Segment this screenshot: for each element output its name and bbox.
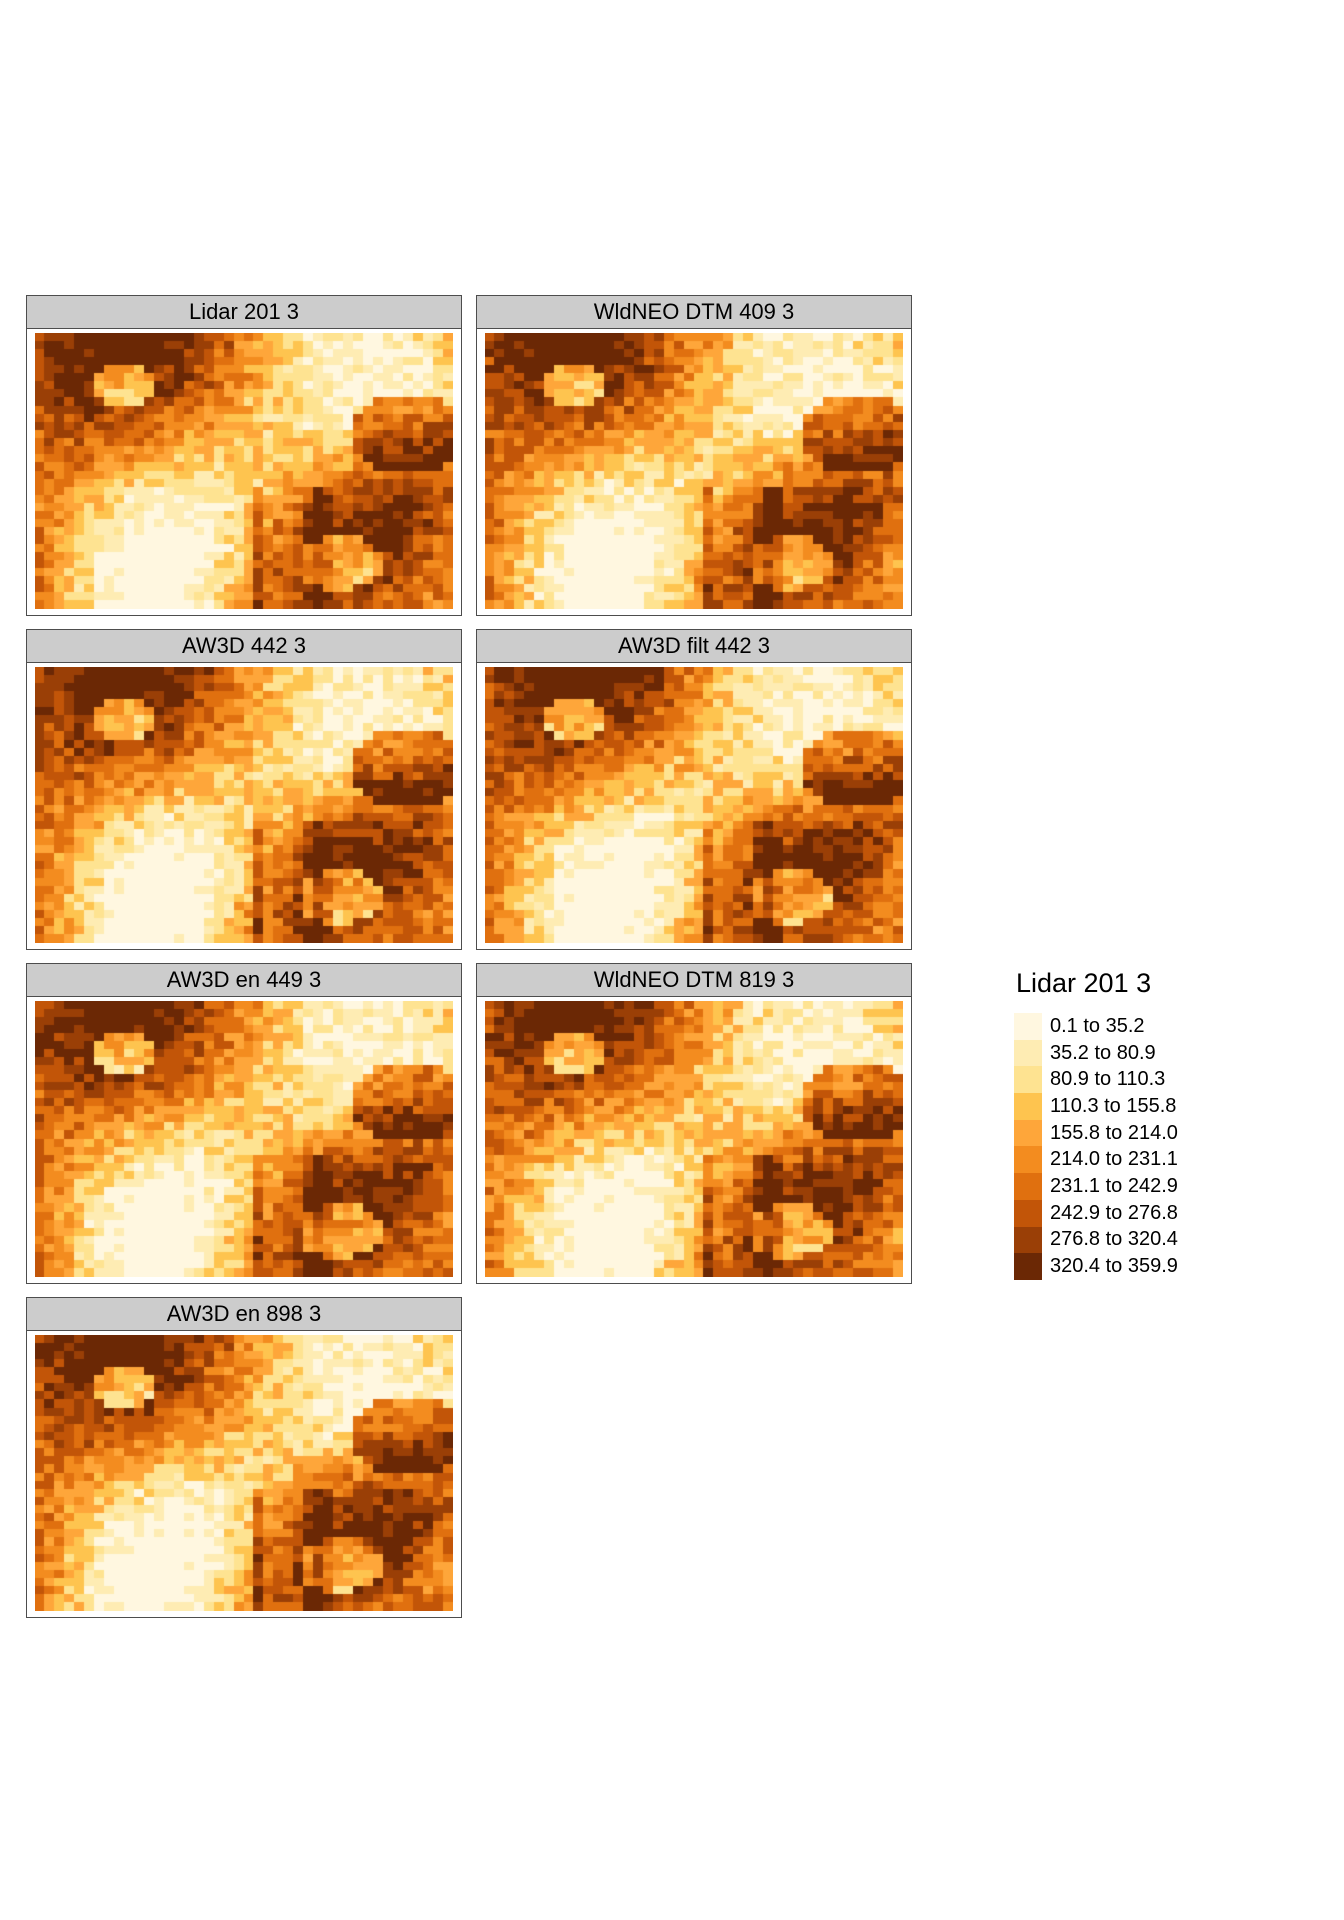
panel-title: AW3D en 449 3 xyxy=(26,963,462,997)
legend-item: 80.9 to 110.3 xyxy=(1014,1066,1178,1094)
panel-title: WldNEO DTM 409 3 xyxy=(476,295,912,329)
map-frame xyxy=(476,328,912,616)
legend-swatch xyxy=(1014,1119,1042,1147)
panel-title: AW3D en 898 3 xyxy=(26,1297,462,1331)
map-panel: Lidar 201 3 xyxy=(26,295,462,617)
legend-label: 242.9 to 276.8 xyxy=(1050,1201,1178,1224)
legend-swatch xyxy=(1014,1066,1042,1094)
legend-item: 214.0 to 231.1 xyxy=(1014,1146,1178,1174)
raster-map xyxy=(35,1001,453,1277)
legend-swatch xyxy=(1014,1013,1042,1040)
legend-item: 155.8 to 214.0 xyxy=(1014,1119,1178,1147)
map-frame xyxy=(26,1330,462,1618)
legend-item: 242.9 to 276.8 xyxy=(1014,1199,1178,1227)
legend-item: 35.2 to 80.9 xyxy=(1014,1039,1178,1067)
legend-item: 231.1 to 242.9 xyxy=(1014,1173,1178,1200)
panel-title: WldNEO DTM 819 3 xyxy=(476,963,912,997)
legend-item: 110.3 to 155.8 xyxy=(1014,1093,1178,1120)
panel-title: AW3D 442 3 xyxy=(26,629,462,663)
legend-item: 276.8 to 320.4 xyxy=(1014,1226,1178,1254)
legend-classes: 0.1 to 35.2 35.2 to 80.9 80.9 to 110.3 110.… xyxy=(1014,1013,1178,1280)
legend-swatch xyxy=(1014,1146,1042,1174)
legend-label: 0.1 to 35.2 xyxy=(1050,1014,1145,1037)
map-frame xyxy=(476,662,912,950)
legend-swatch xyxy=(1014,1173,1042,1200)
panel-title: Lidar 201 3 xyxy=(26,295,462,329)
legend-label: 155.8 to 214.0 xyxy=(1050,1121,1178,1144)
raster-map xyxy=(35,333,453,609)
legend-label: 276.8 to 320.4 xyxy=(1050,1228,1178,1251)
map-frame xyxy=(26,996,462,1284)
map-frame xyxy=(26,662,462,950)
panel-title: AW3D filt 442 3 xyxy=(476,629,912,663)
raster-map xyxy=(485,667,903,943)
legend-label: 320.4 to 359.9 xyxy=(1050,1255,1178,1278)
legend-label: 214.0 to 231.1 xyxy=(1050,1148,1178,1171)
legend-label: 80.9 to 110.3 xyxy=(1050,1068,1166,1091)
map-panel: WldNEO DTM 819 3 xyxy=(476,963,912,1285)
legend: Lidar 201 3 0.1 to 35.2 35.2 to 80.9 80.9 … xyxy=(1014,968,1178,1280)
map-panel: AW3D filt 442 3 xyxy=(476,629,912,951)
legend-swatch xyxy=(1014,1039,1042,1067)
legend-item: 320.4 to 359.9 xyxy=(1014,1253,1178,1280)
legend-label: 110.3 to 155.8 xyxy=(1050,1094,1177,1117)
legend-label: 35.2 to 80.9 xyxy=(1050,1041,1156,1064)
map-frame xyxy=(476,996,912,1284)
raster-map xyxy=(35,1335,453,1611)
legend-title: Lidar 201 3 xyxy=(1016,968,1152,998)
map-panel: AW3D 442 3 xyxy=(26,629,462,951)
legend-swatch xyxy=(1014,1253,1042,1280)
raster-map xyxy=(485,1001,903,1277)
raster-map xyxy=(35,667,453,943)
raster-map xyxy=(485,333,903,609)
legend-swatch xyxy=(1014,1199,1042,1227)
legend-swatch xyxy=(1014,1226,1042,1254)
map-panel: AW3D en 449 3 xyxy=(26,963,462,1285)
map-panel: AW3D en 898 3 xyxy=(26,1297,462,1619)
legend-label: 231.1 to 242.9 xyxy=(1050,1174,1178,1197)
legend-swatch xyxy=(1014,1093,1042,1120)
legend-item: 0.1 to 35.2 xyxy=(1014,1013,1178,1040)
map-frame xyxy=(26,328,462,616)
map-panel: WldNEO DTM 409 3 xyxy=(476,295,912,617)
